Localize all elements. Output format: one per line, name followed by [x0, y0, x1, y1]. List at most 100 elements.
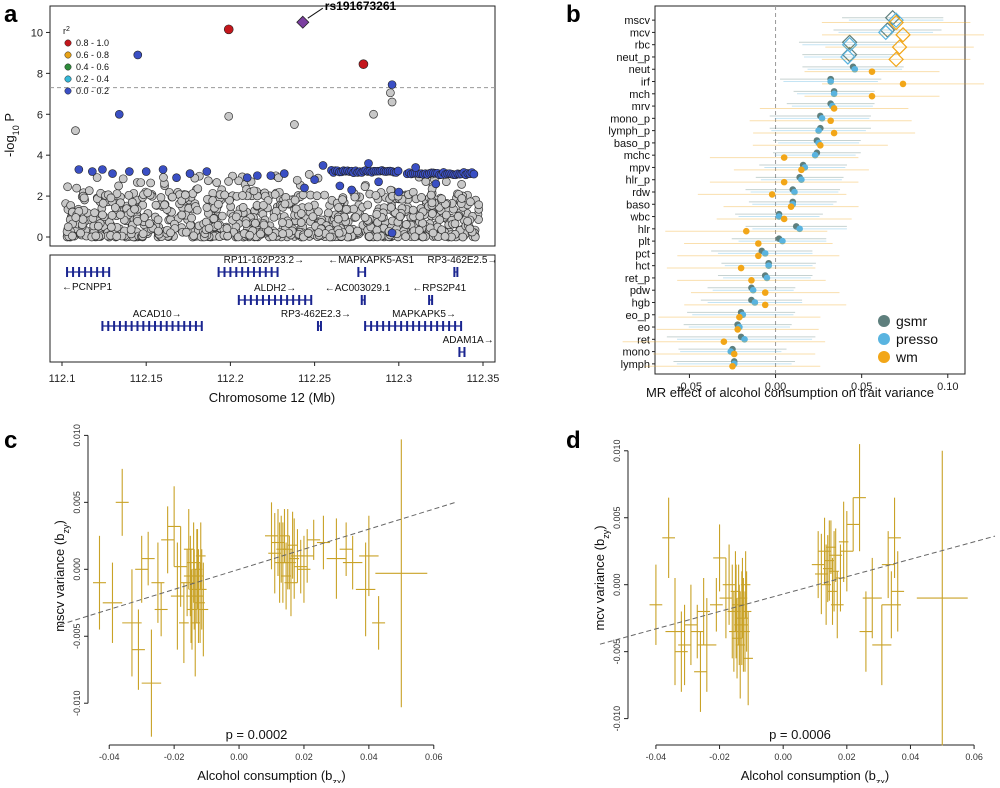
blue-point: [347, 185, 356, 195]
grey-point: [238, 203, 248, 212]
grey-point: [333, 214, 343, 224]
grey-point: [139, 213, 149, 222]
lead-snp: rs191673261: [296, 0, 397, 29]
gene-exon: [363, 295, 366, 305]
legend-swatch: [64, 75, 72, 83]
grey-point: [256, 229, 265, 239]
trait-label: hct: [635, 261, 650, 273]
x-tick-label: 0.04: [360, 752, 378, 762]
gene-label: MAPKAPK5→: [392, 309, 456, 320]
legend-swatch: [64, 63, 72, 71]
panel-a-letter: a: [4, 1, 18, 28]
point-estimate: [749, 286, 757, 294]
gene-exon: [316, 321, 319, 331]
grey-point: [106, 193, 116, 203]
gene-exon: [159, 321, 162, 331]
grey-point: [166, 228, 175, 238]
gene-exon: [130, 321, 133, 331]
red-points: [223, 24, 369, 69]
grey-point: [84, 186, 94, 195]
trait-labels: mscvmcvrbcneut_pneutirfmchmrvmono_plymph…: [608, 15, 655, 371]
significant-estimate: [888, 51, 904, 68]
gene-exon: [304, 295, 307, 305]
point-estimate: [779, 237, 786, 245]
red-point: [358, 59, 369, 69]
point-estimate: [761, 301, 769, 309]
x-axis-title: Alcohol consumption (bzx): [197, 768, 345, 783]
legend-label: gsmr: [896, 313, 927, 329]
grey-point: [401, 232, 410, 241]
significant-estimate: [877, 24, 894, 41]
gene-exon: [183, 321, 186, 331]
grey-point: [278, 218, 287, 227]
point-estimate: [729, 362, 736, 370]
x-tick-label: -0.02: [164, 752, 185, 762]
grey-point: [217, 211, 227, 221]
gene-exon: [255, 295, 258, 305]
grey-point: [238, 191, 247, 200]
grey-point: [110, 203, 120, 212]
point-estimate: [798, 176, 805, 184]
grey-point: [342, 205, 351, 214]
point-estimate: [798, 166, 805, 174]
blue-point: [133, 50, 143, 60]
grey-point: [427, 198, 437, 208]
trait-label: ret: [637, 334, 650, 346]
trait-label: mch: [629, 89, 650, 101]
gene-exon: [364, 267, 367, 277]
grey-point: [351, 212, 361, 222]
grey-point: [410, 232, 420, 242]
gene-label: ←MAPKAPK5-AS1: [328, 255, 415, 266]
gene-exon: [78, 267, 81, 277]
grey-point: [193, 184, 203, 194]
grey-point: [220, 190, 229, 200]
gene-exon: [101, 321, 104, 331]
trait-label: baso: [626, 199, 650, 211]
gene-exon: [286, 295, 289, 305]
trait-label: mchc: [624, 150, 651, 162]
grey-point: [365, 232, 374, 241]
trait-label: rbc: [635, 40, 651, 52]
trait-label: mono: [622, 347, 650, 359]
gene-exon: [90, 267, 93, 277]
grey-point: [372, 232, 382, 242]
blue-points: [74, 50, 479, 238]
grey-point: [458, 232, 468, 242]
grey-point: [259, 200, 268, 210]
trait-label: baso_p: [614, 138, 650, 150]
gene-label: ←PCNPP1: [62, 282, 112, 293]
blue-point: [387, 80, 397, 89]
y-axis-title-tail: ): [52, 520, 67, 524]
point-estimate: [720, 338, 728, 346]
y-tick-label: -0.010: [72, 690, 82, 716]
blue-point: [172, 173, 181, 182]
x-tick-label: 0.04: [902, 752, 920, 762]
grey-point: [245, 230, 255, 240]
point-estimate: [734, 326, 741, 333]
grey-point: [92, 173, 102, 182]
gene-exon: [280, 295, 283, 305]
r2-legend-title: r2: [63, 26, 70, 37]
gene-exon: [107, 321, 110, 331]
grey-point: [314, 228, 323, 237]
panel-b-letter: b: [566, 1, 581, 28]
grey-point: [290, 195, 300, 205]
panel-a-gene-track-frame: [49, 254, 496, 363]
legend-swatch: [64, 51, 72, 59]
regression-line: [599, 535, 996, 645]
point-estimate: [787, 203, 795, 210]
x-axis-title-sub: zx: [876, 777, 886, 783]
grey-point: [353, 226, 362, 236]
grey-point: [414, 226, 424, 235]
point-estimate: [763, 274, 771, 282]
point-estimate: [780, 154, 788, 161]
gene-exon: [430, 321, 433, 331]
gene-exon: [454, 321, 457, 331]
trait-label: mcv: [630, 27, 651, 39]
grey-point: [270, 190, 280, 199]
red-point: [223, 24, 234, 35]
x-tick-label: 112.15: [130, 373, 163, 385]
grey-point: [63, 182, 72, 192]
grey-point: [222, 224, 232, 233]
gene-exon: [292, 295, 295, 305]
